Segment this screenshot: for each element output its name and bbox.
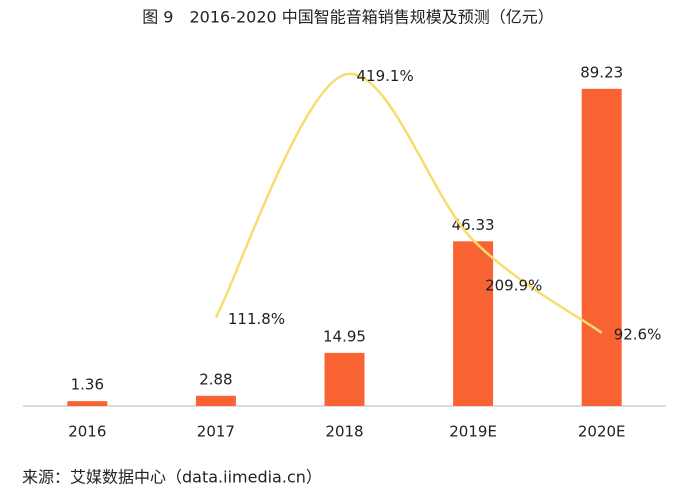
bar bbox=[324, 352, 365, 406]
data-label: 14.95 bbox=[323, 327, 366, 345]
x-tick-label: 2016 bbox=[68, 423, 106, 441]
line-label: 419.1% bbox=[357, 67, 414, 85]
line-label: 111.8% bbox=[228, 310, 285, 328]
bar bbox=[67, 401, 108, 406]
data-label: 1.36 bbox=[71, 376, 104, 394]
x-tick-label: 2018 bbox=[325, 423, 363, 441]
bar bbox=[195, 395, 236, 406]
x-tick-label: 2020E bbox=[578, 423, 626, 441]
x-tick-label: 2017 bbox=[197, 423, 235, 441]
bar bbox=[453, 241, 494, 406]
line-label: 209.9% bbox=[485, 277, 542, 295]
growth-line bbox=[214, 72, 603, 334]
x-tick-label: 2019E bbox=[449, 423, 497, 441]
line-label: 92.6% bbox=[614, 325, 662, 343]
source: 来源：艾媒数据中心（data.iimedia.cn） bbox=[22, 468, 322, 487]
bar bbox=[581, 88, 622, 407]
data-label: 46.33 bbox=[452, 216, 495, 234]
data-label: 2.88 bbox=[199, 370, 232, 388]
chart-title: 图 9 2016-2020 中国智能音箱销售规模及预测（亿元） bbox=[142, 8, 554, 27]
data-label: 89.23 bbox=[580, 63, 623, 81]
